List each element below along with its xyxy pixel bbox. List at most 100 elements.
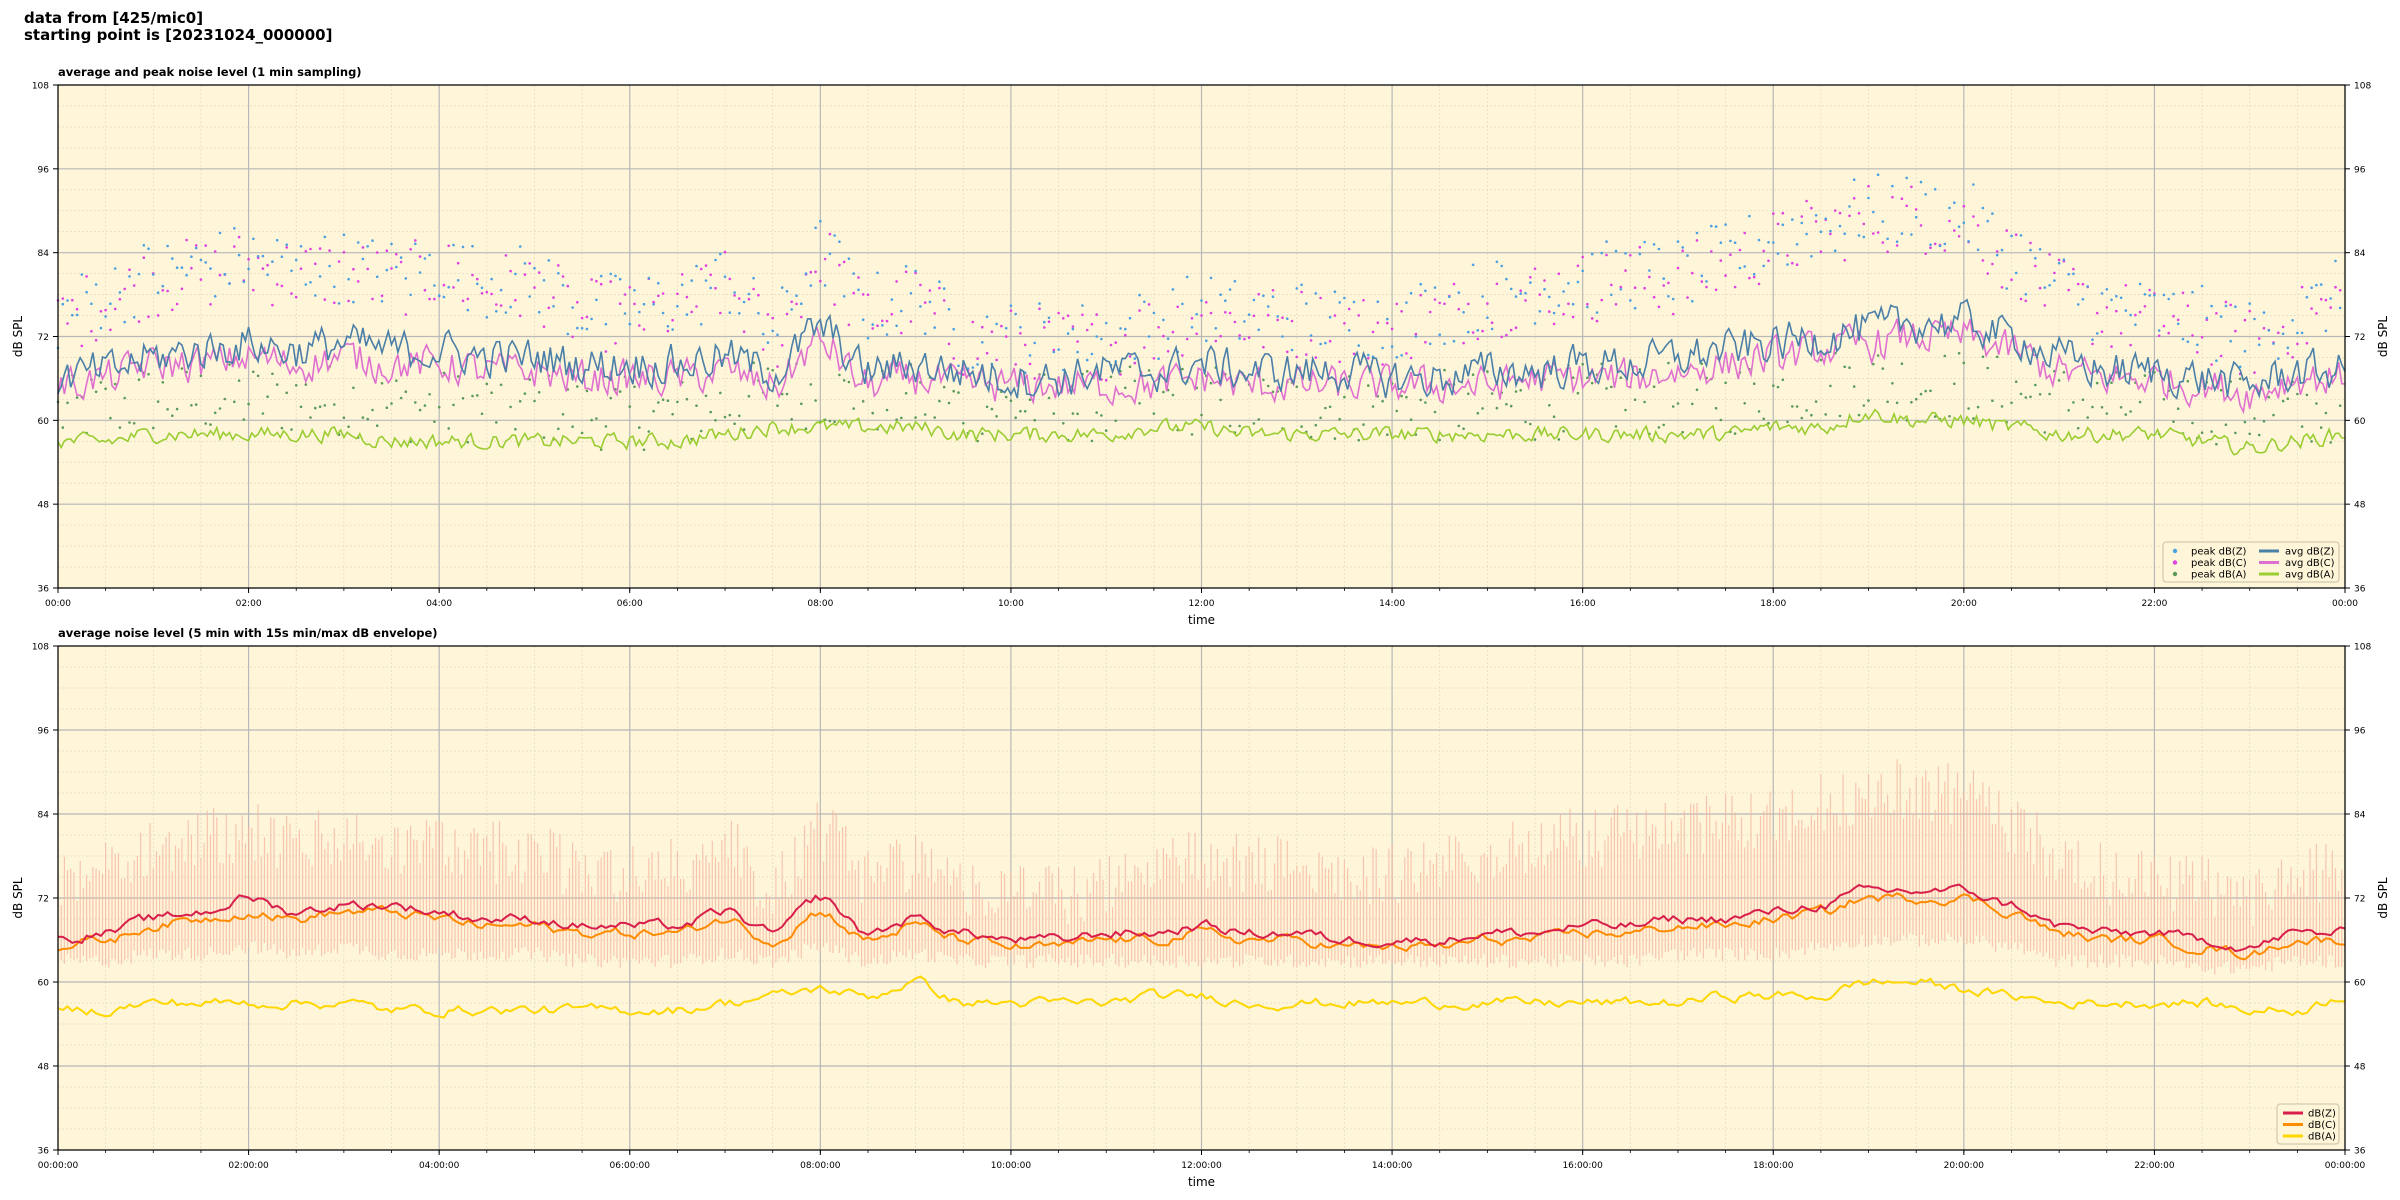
chart-panel-1: 36 36 48 48 60 60 72 72 84 84 96 96 108 108 00:00 02:00… bbox=[11, 65, 2390, 627]
data-point bbox=[1071, 327, 1075, 331]
data-point bbox=[1743, 231, 1746, 235]
data-point bbox=[485, 316, 489, 319]
data-point bbox=[800, 302, 803, 306]
data-point bbox=[1795, 243, 1799, 246]
data-point bbox=[1224, 299, 1227, 303]
data-point bbox=[866, 336, 870, 340]
data-point bbox=[1748, 214, 1751, 218]
data-point bbox=[1381, 363, 1384, 366]
data-point bbox=[237, 235, 241, 239]
data-point bbox=[1557, 304, 1561, 307]
data-point bbox=[976, 357, 979, 360]
data-point bbox=[766, 313, 770, 316]
data-point bbox=[809, 383, 813, 386]
data-point bbox=[1433, 410, 1437, 414]
y-tick-label: 108 bbox=[32, 643, 49, 653]
data-point bbox=[123, 287, 126, 291]
data-point bbox=[1157, 326, 1160, 329]
data-point bbox=[228, 363, 231, 366]
data-point bbox=[904, 265, 908, 268]
data-point bbox=[618, 390, 622, 393]
data-point bbox=[1219, 334, 1222, 338]
data-point bbox=[1872, 232, 1875, 235]
data-point bbox=[809, 284, 813, 287]
data-point bbox=[471, 273, 474, 277]
data-point bbox=[1190, 317, 1194, 320]
data-point bbox=[962, 421, 965, 425]
data-point bbox=[995, 322, 998, 326]
data-point bbox=[1428, 310, 1432, 314]
data-point bbox=[2196, 351, 2199, 354]
legend-marker bbox=[2172, 560, 2178, 565]
y-tick-label-right: 60 bbox=[2354, 979, 2366, 989]
data-point bbox=[1390, 345, 1394, 348]
data-point bbox=[785, 312, 789, 316]
data-point bbox=[328, 264, 331, 268]
chart-title: average noise level (5 min with 15s min/… bbox=[58, 626, 438, 640]
data-point bbox=[1829, 384, 1832, 388]
x-tick-label: 22:00 bbox=[2141, 599, 2167, 609]
data-point bbox=[213, 295, 217, 298]
x-tick-label: 22:00:00 bbox=[2134, 1161, 2175, 1171]
data-point bbox=[1924, 252, 1927, 256]
data-point bbox=[466, 440, 470, 444]
data-point bbox=[1309, 334, 1313, 337]
data-point bbox=[1590, 381, 1594, 385]
data-point bbox=[209, 303, 212, 306]
data-point bbox=[1700, 362, 1704, 366]
data-point bbox=[99, 326, 103, 330]
data-point bbox=[680, 273, 684, 276]
data-point bbox=[309, 416, 312, 419]
data-point bbox=[2224, 423, 2228, 427]
data-point bbox=[785, 290, 789, 293]
data-point bbox=[838, 263, 841, 267]
data-point bbox=[1724, 381, 1727, 385]
y-tick-label: 48 bbox=[38, 1063, 50, 1073]
data-point bbox=[1095, 313, 1098, 316]
data-point bbox=[819, 219, 822, 223]
data-point bbox=[714, 286, 717, 290]
data-point bbox=[852, 407, 855, 410]
data-point bbox=[1409, 356, 1413, 360]
data-point bbox=[1219, 293, 1222, 297]
data-point bbox=[1667, 361, 1670, 365]
data-point bbox=[761, 332, 765, 336]
data-point bbox=[2191, 421, 2194, 425]
data-point bbox=[823, 284, 827, 287]
data-point bbox=[2167, 331, 2170, 335]
data-point bbox=[1209, 276, 1213, 280]
data-point bbox=[2010, 401, 2013, 405]
data-point bbox=[828, 252, 832, 256]
data-point bbox=[161, 289, 165, 292]
data-point bbox=[2124, 309, 2128, 312]
data-point bbox=[271, 260, 274, 264]
data-point bbox=[552, 305, 555, 308]
data-point bbox=[480, 412, 484, 416]
data-point bbox=[866, 293, 870, 297]
data-point bbox=[514, 272, 517, 276]
data-point bbox=[280, 426, 284, 430]
data-point bbox=[1795, 263, 1799, 267]
data-point bbox=[1933, 188, 1937, 191]
data-point bbox=[981, 432, 984, 436]
data-point bbox=[695, 404, 698, 408]
data-point bbox=[385, 268, 389, 272]
data-point bbox=[1138, 293, 1141, 297]
data-point bbox=[1543, 279, 1546, 282]
data-point bbox=[2253, 371, 2256, 374]
data-point bbox=[666, 329, 670, 333]
data-point bbox=[1181, 354, 1184, 357]
data-point bbox=[833, 303, 836, 306]
data-point bbox=[1862, 222, 1866, 226]
data-point bbox=[2272, 413, 2275, 417]
series-line-db-z- bbox=[57, 883, 2346, 953]
data-point bbox=[1124, 327, 1127, 331]
data-point bbox=[1452, 339, 1456, 343]
data-point bbox=[423, 288, 427, 292]
data-point bbox=[628, 286, 632, 289]
data-point bbox=[75, 307, 79, 311]
legend-marker bbox=[2172, 548, 2178, 554]
data-point bbox=[2186, 340, 2190, 344]
data-point bbox=[1767, 421, 1770, 425]
data-point bbox=[2138, 282, 2142, 286]
